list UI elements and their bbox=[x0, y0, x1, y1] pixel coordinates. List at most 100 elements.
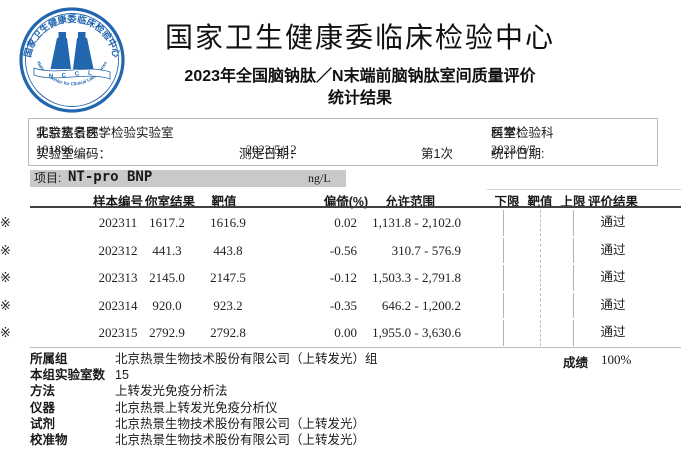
footer-row: 方法 上转发光免疫分析法 bbox=[30, 383, 590, 399]
lower-limit-line bbox=[503, 292, 504, 319]
allowed-range: 646.2 - 1,200.2 bbox=[381, 297, 461, 313]
table-header: 样本编号 你室结果 靶值 偏倚(%) 允许范围 下限 靶值 上限 评价结果 bbox=[0, 191, 683, 209]
allowed-range: 310.7 - 576.9 bbox=[391, 242, 461, 258]
target-line bbox=[540, 265, 541, 291]
footer-value: 上转发光免疫分析法 bbox=[115, 384, 228, 399]
target-value: 2147.5 bbox=[210, 270, 246, 286]
table-body: 202311 1617.2 1616.9 0.02 1,131.8 - 2,10… bbox=[0, 209, 683, 347]
footer-label: 方法 bbox=[30, 384, 56, 399]
result-marker-icon: ※ bbox=[0, 271, 11, 287]
sample-id: 202313 bbox=[98, 270, 138, 286]
report-subtitle-line2: 统计结果 bbox=[327, 90, 392, 107]
col-allowed-range: 允许范围 bbox=[384, 195, 435, 209]
sample-id: 202315 bbox=[98, 325, 138, 341]
limits-top-rule bbox=[487, 189, 681, 190]
round-number: 第1次 bbox=[421, 147, 453, 161]
lab-result: 1617.2 bbox=[149, 215, 185, 230]
item-bar: 项目: NT-pro BNP ng/L bbox=[30, 169, 346, 187]
footer-label: 校准物 bbox=[30, 432, 68, 447]
footer-row: 试剂 北京热景生物技术股份有限公司（上转发光） bbox=[30, 416, 590, 432]
item-unit: ng/L bbox=[308, 171, 331, 185]
col-lower-limit: 下限 bbox=[494, 195, 520, 209]
upper-limit-line bbox=[573, 237, 574, 264]
sample-id: 202311 bbox=[98, 215, 138, 230]
allowed-range: 1,131.8 - 2,102.0 bbox=[372, 215, 461, 230]
target-value: 2792.8 bbox=[210, 325, 246, 341]
lab-result: 920.0 bbox=[152, 297, 182, 313]
score-value: 100% bbox=[601, 352, 632, 367]
target-value: 1616.9 bbox=[210, 215, 246, 230]
footer-value: 北京热景生物技术股份有限公司（上转发光）组 bbox=[115, 352, 378, 366]
flask-icons bbox=[50, 32, 94, 69]
sample-id: 202312 bbox=[98, 242, 138, 258]
footer-label: 本组实验室数 bbox=[30, 368, 106, 383]
footer-value: 北京热景生物技术股份有限公司（上转发光） bbox=[115, 432, 366, 447]
eval-result: 通过 bbox=[600, 270, 626, 285]
footer-label: 试剂 bbox=[30, 416, 56, 431]
bias-percent: -0.35 bbox=[329, 297, 357, 313]
footer-row: 本组实验室数 15 bbox=[30, 367, 590, 383]
footer-value: 15 bbox=[115, 368, 129, 383]
lower-limit-line bbox=[503, 320, 504, 346]
col-eval-result: 评价结果 bbox=[587, 195, 638, 209]
bias-percent: -0.12 bbox=[329, 270, 357, 286]
footer-label: 仪器 bbox=[30, 400, 56, 415]
target-line bbox=[540, 320, 541, 346]
lower-limit-line bbox=[503, 210, 504, 236]
allowed-range: 1,503.3 - 2,791.8 bbox=[372, 270, 461, 286]
target-line bbox=[540, 237, 541, 264]
table-row: 202311 1617.2 1616.9 0.02 1,131.8 - 2,10… bbox=[0, 209, 683, 237]
result-marker-icon: ※ bbox=[0, 216, 11, 231]
table-row: 202314 920.0 923.2 -0.35 646.2 - 1,200.2… bbox=[0, 292, 683, 320]
upper-limit-line bbox=[573, 292, 574, 319]
svg-text:N C C L: N C C L bbox=[49, 71, 95, 80]
report-subtitle-line1: 2023年全国脑钠肽／N末端前脑钠肽室间质量评价 bbox=[184, 68, 536, 85]
footer-label: 所属组 bbox=[30, 352, 68, 366]
target-line bbox=[540, 210, 541, 236]
lab-result: 2792.9 bbox=[149, 325, 185, 341]
bias-percent: -0.56 bbox=[329, 242, 357, 258]
upper-limit-line bbox=[573, 210, 574, 236]
table-row: 202312 441.3 443.8 -0.56 310.7 - 576.9 ※… bbox=[0, 237, 683, 265]
footer-value: 北京热景生物技术股份有限公司（上转发光） bbox=[115, 416, 366, 431]
col-lab-result: 你室结果 bbox=[144, 195, 195, 209]
item-name: NT-pro BNP bbox=[68, 169, 153, 185]
item-label: 项目: bbox=[34, 171, 62, 185]
target-line bbox=[540, 292, 541, 319]
header-rule bbox=[30, 206, 681, 208]
col-target-mark: 靶值 bbox=[527, 195, 553, 209]
lower-limit-line bbox=[503, 237, 504, 264]
lab-result: 2145.0 bbox=[149, 270, 185, 286]
result-marker-icon: ※ bbox=[0, 326, 11, 342]
lab-info-box: 实验室名称： 北京热景医学检验实验室 科室： 医学检验科 实验室编码： 101896 … bbox=[28, 118, 658, 166]
eval-result: 通过 bbox=[600, 297, 626, 312]
footer-info: 所属组 北京热景生物技术股份有限公司（上转发光）组 本组实验室数 15 方法 上… bbox=[30, 351, 590, 448]
eval-result: 通过 bbox=[600, 242, 626, 257]
eval-result: 通过 bbox=[600, 215, 626, 229]
result-marker-icon: ※ bbox=[0, 298, 11, 314]
col-bias: 偏倚(%) bbox=[323, 195, 369, 209]
table-row: 202313 2145.0 2147.5 -0.12 1,503.3 - 2,7… bbox=[0, 264, 683, 292]
target-value: 923.2 bbox=[213, 297, 243, 313]
footer-row: 仪器 北京热景上转发光免疫分析仪 bbox=[30, 400, 590, 416]
col-sample-id: 样本编号 bbox=[92, 195, 143, 209]
bias-percent: 0.00 bbox=[334, 325, 357, 341]
nccl-logo-icon: 国家卫生健康委临床检验中心 National Center for Clinic… bbox=[19, 7, 125, 113]
table-bottom-rule bbox=[30, 347, 681, 348]
lower-limit-line bbox=[503, 265, 504, 291]
eval-result: 通过 bbox=[600, 325, 626, 340]
sample-id: 202314 bbox=[98, 297, 138, 313]
test-date: 测定日期： 2023/5/12 bbox=[239, 143, 302, 161]
result-marker-icon: ※ bbox=[0, 243, 11, 259]
col-upper-limit: 上限 bbox=[560, 195, 586, 209]
footer-value: 北京热景上转发光免疫分析仪 bbox=[115, 400, 278, 415]
col-target: 靶值 bbox=[211, 195, 237, 209]
upper-limit-line bbox=[573, 265, 574, 291]
target-value: 443.8 bbox=[213, 242, 243, 258]
footer-row: 校准物 北京热景生物技术股份有限公司（上转发光） bbox=[30, 432, 590, 448]
org-title: 国家卫生健康委临床检验中心 bbox=[164, 23, 555, 54]
table-row: 202315 2792.9 2792.8 0.00 1,955.0 - 3,63… bbox=[0, 319, 683, 347]
upper-limit-line bbox=[573, 320, 574, 346]
allowed-range: 1,955.0 - 3,630.6 bbox=[372, 325, 461, 341]
